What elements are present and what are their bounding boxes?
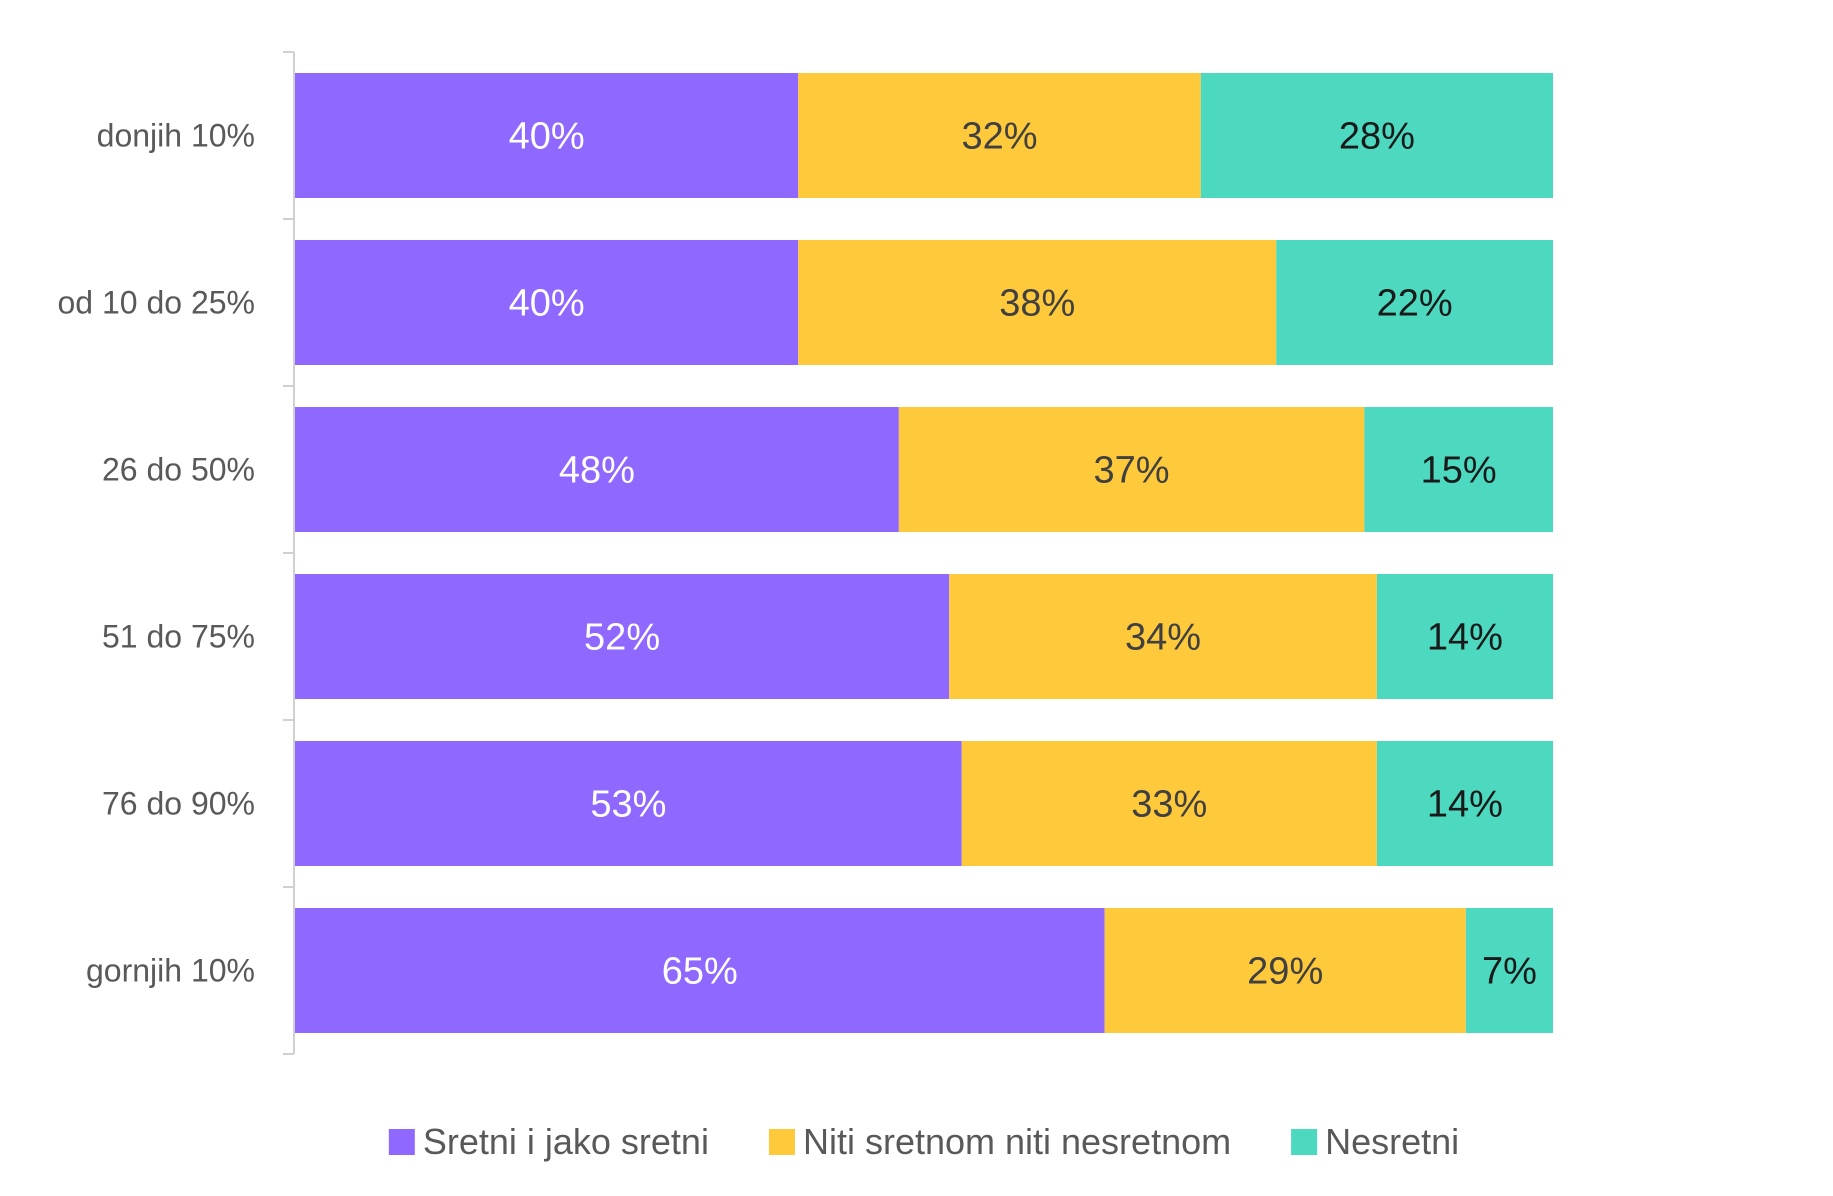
bar-segment — [295, 240, 799, 365]
bar-segment — [1465, 908, 1553, 1033]
bar-segment — [898, 407, 1365, 532]
data-label: 40% — [509, 116, 585, 158]
category-label: od 10 do 25% — [58, 285, 256, 321]
bar-segment — [798, 73, 1201, 198]
data-label: 40% — [509, 283, 585, 325]
bar-segment — [1364, 407, 1553, 532]
bar-segment — [949, 574, 1377, 699]
data-label: 48% — [559, 450, 635, 492]
data-label: 22% — [1377, 283, 1453, 325]
bar-segment — [295, 741, 962, 866]
data-label: 33% — [1131, 784, 1207, 826]
bar-segment — [1276, 240, 1553, 365]
bar-segment — [1376, 741, 1553, 866]
data-label: 34% — [1125, 617, 1201, 659]
category-axis — [283, 51, 295, 1055]
legend-label: Nesretni — [1325, 1121, 1459, 1162]
data-label: 7% — [1482, 951, 1537, 993]
data-label: 38% — [999, 283, 1075, 325]
data-label: 53% — [590, 784, 666, 826]
category-label: 76 do 90% — [102, 786, 255, 822]
legend-label: Sretni i jako sretni — [423, 1121, 709, 1162]
bar-segment — [1104, 908, 1466, 1033]
data-label: 32% — [961, 116, 1037, 158]
legend-swatch — [388, 1129, 415, 1155]
category-label: 51 do 75% — [102, 619, 255, 655]
legend-swatch — [1291, 1129, 1318, 1155]
bar-segment — [798, 240, 1277, 365]
legend: Sretni i jako sretni Niti sretnom niti ne… — [388, 1121, 1459, 1162]
category-label: 26 do 50% — [102, 452, 255, 488]
bar-segment — [295, 908, 1105, 1033]
data-label: 65% — [662, 951, 738, 993]
data-label: 14% — [1427, 617, 1503, 659]
bar-segment — [295, 73, 799, 198]
bar-segment — [295, 407, 899, 532]
category-label: gornjih 10% — [86, 953, 255, 989]
category-labels: donjih 10% od 10 do 25% 26 do 50% 51 do 75%… — [58, 118, 256, 989]
bars — [295, 73, 1553, 1033]
legend-label: Niti sretnom niti nesretnom — [803, 1121, 1231, 1162]
data-label: 52% — [584, 617, 660, 659]
bar-segment — [295, 574, 950, 699]
data-label: 28% — [1339, 116, 1415, 158]
data-label: 29% — [1247, 951, 1323, 993]
category-label: donjih 10% — [97, 118, 255, 154]
data-label: 15% — [1421, 450, 1497, 492]
data-label: 37% — [1094, 450, 1170, 492]
data-labels: 40% 32% 28% 40% 38% 22% 48% 37% 15% 52% 34% 14% 53% 3… — [509, 116, 1537, 993]
legend-swatch — [768, 1129, 795, 1155]
bar-segment — [1376, 574, 1553, 699]
bar-segment — [961, 741, 1377, 866]
bar-segment — [1200, 73, 1553, 198]
data-label: 14% — [1427, 784, 1503, 826]
